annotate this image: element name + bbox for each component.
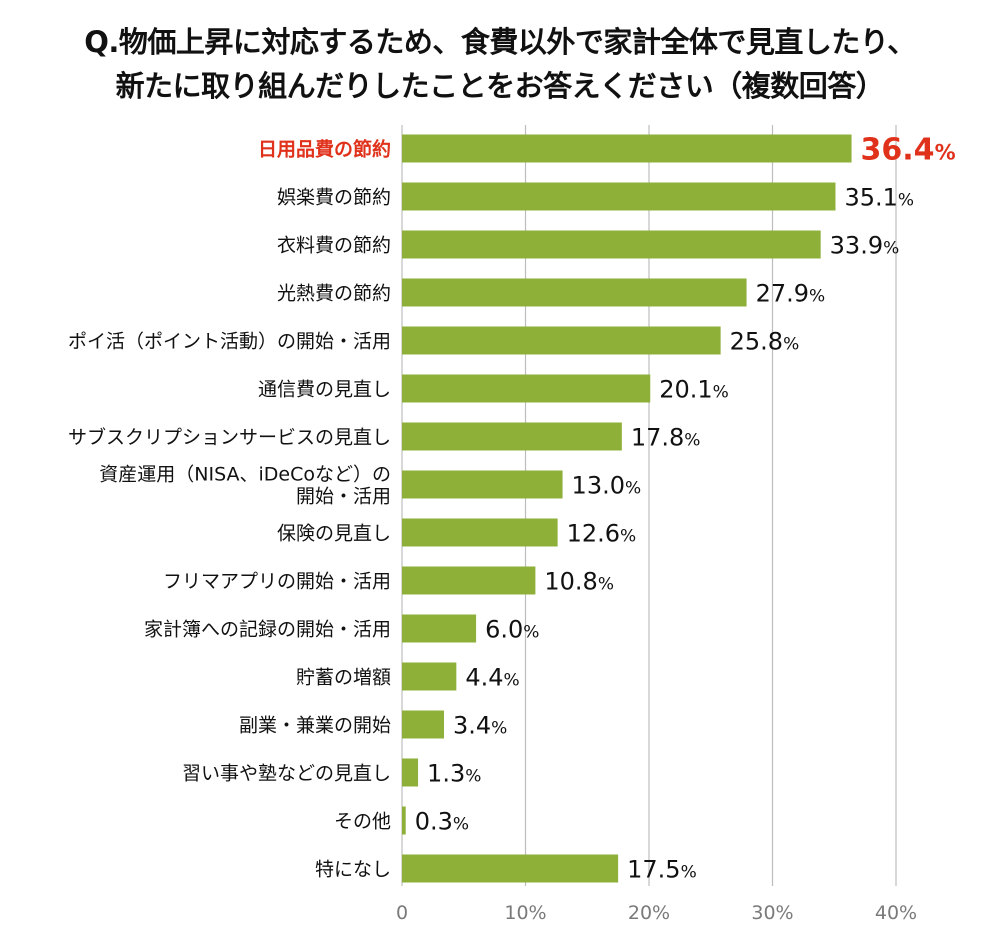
category-label: サブスクリプションサービスの見直し bbox=[68, 426, 391, 449]
value-label: 12.6% bbox=[567, 520, 637, 548]
value-label: 17.8% bbox=[631, 424, 701, 452]
bar bbox=[402, 710, 444, 739]
bar bbox=[402, 614, 477, 643]
value-label: 33.9% bbox=[830, 232, 900, 260]
bar bbox=[402, 278, 747, 307]
value-label: 3.4% bbox=[453, 712, 507, 740]
bar bbox=[402, 854, 619, 883]
value-label: 36.4% bbox=[861, 133, 956, 168]
bar bbox=[402, 806, 406, 835]
category-label: 保険の見直し bbox=[277, 523, 391, 545]
category-label: その他 bbox=[334, 811, 391, 833]
bar bbox=[402, 470, 563, 499]
value-label: 6.0% bbox=[485, 616, 539, 644]
bar bbox=[402, 662, 457, 691]
category-label: 日用品費の節約 bbox=[258, 138, 391, 161]
value-label: 17.5% bbox=[627, 856, 697, 884]
bar bbox=[402, 182, 836, 211]
category-label: ポイ活（ポイント活動）の開始・活用 bbox=[68, 331, 391, 353]
bar bbox=[402, 230, 821, 259]
value-label: 0.3% bbox=[415, 808, 469, 836]
category-label: フリマアプリの開始・活用 bbox=[163, 571, 391, 593]
category-label: 衣料費の節約 bbox=[277, 235, 391, 257]
bar bbox=[402, 518, 558, 547]
value-label: 35.1% bbox=[844, 184, 914, 212]
value-label: 27.9% bbox=[756, 280, 826, 308]
value-label: 13.0% bbox=[572, 472, 642, 500]
category-label: 資産運用（NISA、iDeCoなど）の開始・活用 bbox=[99, 464, 391, 508]
category-label: 通信費の見直し bbox=[258, 379, 391, 401]
x-tick-label: 30% bbox=[751, 902, 793, 924]
category-label: 貯蓄の増額 bbox=[296, 667, 391, 689]
x-tick-label: 0 bbox=[396, 902, 408, 924]
value-label: 25.8% bbox=[730, 328, 800, 356]
x-tick-label: 10% bbox=[504, 902, 546, 924]
value-label: 1.3% bbox=[427, 760, 481, 788]
chart-title-line-2: 新たに取り組んだりしたことをお答えください（複数回答） bbox=[115, 69, 885, 103]
chart-title: Q.物価上昇に対応するため、食費以外で家計全体で見直したり、 新たに取り組んだり… bbox=[0, 20, 1000, 108]
bar bbox=[402, 566, 536, 595]
value-label: 20.1% bbox=[659, 376, 729, 404]
category-label: 特になし bbox=[315, 859, 391, 881]
bar bbox=[402, 758, 419, 787]
x-tick-label: 20% bbox=[628, 902, 670, 924]
category-label: 娯楽費の節約 bbox=[277, 187, 391, 209]
category-label: 習い事や塾などの見直し bbox=[182, 763, 391, 785]
category-label: 光熱費の節約 bbox=[277, 283, 391, 305]
value-label: 10.8% bbox=[544, 568, 614, 596]
bar bbox=[402, 422, 622, 451]
bar bbox=[402, 374, 651, 403]
value-label: 4.4% bbox=[465, 664, 519, 692]
category-label: 家計簿への記録の開始・活用 bbox=[144, 619, 391, 641]
x-tick-label: 40% bbox=[875, 902, 917, 924]
bar bbox=[402, 326, 721, 355]
chart-title-line-1: Q.物価上昇に対応するため、食費以外で家計全体で見直したり、 bbox=[84, 25, 916, 59]
category-label: 副業・兼業の開始 bbox=[239, 715, 391, 737]
bar bbox=[402, 134, 852, 163]
